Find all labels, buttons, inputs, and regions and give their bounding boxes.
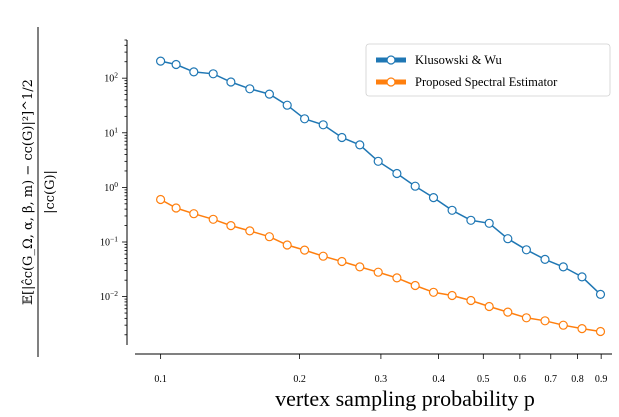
series-spectral-estimator [156, 194, 606, 337]
y-tick-label: 102 [104, 71, 118, 85]
data-point-klusowski-wu [503, 234, 513, 244]
data-point-spectral-estimator [466, 295, 476, 306]
y-axis-label-numerator: 𝔼[|ĉc(G_Ω, α, β, m) − cc(G)|²]^1/2 [21, 79, 36, 305]
legend-label-klusowski-wu: Klusowski & Wu [415, 53, 503, 67]
data-point-klusowski-wu [264, 89, 274, 99]
data-point-spectral-estimator [282, 240, 292, 250]
data-point-klusowski-wu [337, 132, 347, 143]
data-point-klusowski-wu [245, 84, 255, 94]
data-point-spectral-estimator [558, 320, 568, 330]
x-tick-label: 0.9 [595, 374, 608, 385]
series-line-spectral-estimator [160, 198, 601, 333]
x-tick-label: 0.6 [514, 374, 527, 385]
data-point-klusowski-wu [466, 215, 476, 225]
legend-box [365, 43, 611, 97]
y-tick-label: 101 [104, 125, 118, 139]
legend-entry-spectral-estimator: Proposed Spectral Estimator [376, 75, 558, 89]
data-point-klusowski-wu [226, 77, 236, 87]
data-point-spectral-estimator [540, 316, 550, 326]
legend-entry-klusowski-wu: Klusowski & Wu [376, 53, 503, 67]
data-point-spectral-estimator [577, 324, 587, 334]
y-axis-label-denominator: |cc(G)| [43, 170, 58, 214]
data-point-klusowski-wu [392, 168, 402, 179]
x-axis-label: vertex sampling probability p [275, 386, 535, 411]
data-point-spectral-estimator [171, 203, 181, 213]
data-point-klusowski-wu [558, 262, 568, 272]
legend-marker-klusowski-wu [386, 55, 396, 65]
data-point-spectral-estimator [189, 209, 199, 219]
data-point-klusowski-wu [300, 114, 310, 124]
x-tick-label: 0.3 [375, 374, 388, 385]
data-point-klusowski-wu [189, 67, 199, 77]
data-point-klusowski-wu [540, 254, 550, 264]
x-ticks: 0.1 0.2 0.3 0.4 0.5 0.6 0.7 0.8 0.9 [154, 354, 607, 385]
data-point-spectral-estimator [245, 226, 255, 236]
data-point-klusowski-wu [447, 205, 457, 215]
legend-label-spectral-estimator: Proposed Spectral Estimator [415, 75, 558, 89]
data-point-spectral-estimator [595, 326, 606, 337]
y-axis-label: 𝔼[|ĉc(G_Ω, α, β, m) − cc(G)|²]^1/2 |cc(G… [21, 27, 58, 357]
y-tick-label: 100 [104, 180, 118, 194]
x-tick-label: 0.5 [477, 374, 490, 385]
data-point-spectral-estimator [318, 251, 328, 261]
data-point-klusowski-wu [156, 56, 166, 66]
data-point-klusowski-wu [282, 100, 292, 110]
data-point-klusowski-wu [208, 69, 218, 79]
x-tick-label: 0.2 [293, 374, 306, 385]
data-point-spectral-estimator [392, 273, 402, 283]
data-point-klusowski-wu [355, 140, 365, 150]
data-point-klusowski-wu [373, 156, 383, 166]
data-point-klusowski-wu [484, 218, 494, 228]
data-point-spectral-estimator [484, 301, 494, 312]
data-point-spectral-estimator [373, 267, 383, 277]
data-point-spectral-estimator [156, 194, 166, 205]
legend: Klusowski & Wu Proposed Spectral Estimat… [365, 43, 611, 97]
data-point-klusowski-wu [577, 272, 587, 282]
data-point-spectral-estimator [264, 232, 274, 242]
series-klusowski-wu [156, 56, 606, 299]
x-tick-label: 0.1 [154, 374, 167, 385]
data-point-spectral-estimator [337, 256, 347, 267]
data-point-klusowski-wu [318, 120, 328, 130]
data-point-spectral-estimator [208, 214, 218, 224]
legend-marker-spectral-estimator [386, 77, 396, 87]
data-point-klusowski-wu [428, 193, 439, 203]
data-point-klusowski-wu [171, 59, 181, 70]
y-tick-label: 10−2 [100, 289, 118, 303]
data-point-klusowski-wu [410, 181, 420, 191]
data-point-klusowski-wu [595, 289, 606, 299]
data-point-spectral-estimator [521, 313, 532, 323]
data-point-spectral-estimator [410, 280, 420, 291]
data-point-spectral-estimator [355, 262, 365, 272]
y-ticks: 102 101 100 10−1 10−2 [100, 39, 127, 336]
x-tick-label: 0.7 [545, 374, 558, 385]
x-tick-label: 0.4 [432, 374, 445, 385]
plot-area [156, 56, 606, 337]
data-point-klusowski-wu [521, 245, 532, 255]
data-point-spectral-estimator [447, 290, 457, 301]
data-point-spectral-estimator [503, 307, 513, 317]
data-point-spectral-estimator [428, 287, 439, 297]
data-point-spectral-estimator [300, 245, 310, 255]
data-point-spectral-estimator [226, 221, 236, 231]
x-tick-label: 0.8 [571, 374, 584, 385]
y-tick-label: 10−1 [100, 235, 118, 249]
